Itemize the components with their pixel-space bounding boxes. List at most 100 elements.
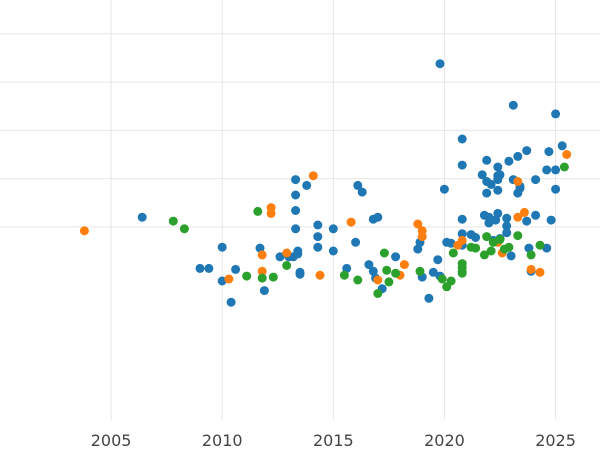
point-blue-44 <box>435 59 445 69</box>
point-orange-23 <box>526 264 536 274</box>
point-blue-84 <box>522 216 532 226</box>
point-blue-52 <box>457 134 467 144</box>
point-blue-88 <box>531 210 541 220</box>
grid-layer <box>0 0 600 420</box>
point-blue-22 <box>313 232 323 242</box>
point-blue-54 <box>471 233 481 242</box>
point-orange-9 <box>346 217 356 227</box>
point-blue-12 <box>291 224 301 234</box>
point-blue-29 <box>357 187 367 197</box>
point-orange-1 <box>224 274 234 284</box>
point-blue-25 <box>328 224 338 234</box>
point-blue-21 <box>313 242 323 252</box>
point-green-18 <box>448 248 458 258</box>
x-tick-label-4: 2025 <box>535 431 576 450</box>
point-orange-7 <box>308 171 318 181</box>
point-blue-79 <box>513 151 523 161</box>
point-blue-83 <box>522 146 532 156</box>
point-blue-65 <box>493 185 503 195</box>
points-layer <box>79 59 572 307</box>
x-tick-label-0: 2005 <box>91 431 132 450</box>
point-blue-57 <box>482 188 492 198</box>
point-blue-6 <box>231 264 241 274</box>
point-blue-41 <box>428 267 438 277</box>
point-green-12 <box>384 277 394 287</box>
point-blue-69 <box>493 208 503 218</box>
point-blue-51 <box>457 160 467 170</box>
point-blue-8 <box>259 286 269 296</box>
point-orange-24 <box>535 267 545 277</box>
point-blue-78 <box>508 100 518 110</box>
point-orange-22 <box>519 207 529 217</box>
point-blue-34 <box>373 212 383 222</box>
point-green-15 <box>437 274 447 284</box>
point-green-31 <box>504 242 514 252</box>
point-green-0 <box>168 216 178 226</box>
point-blue-49 <box>457 229 467 239</box>
point-green-22 <box>457 268 467 278</box>
point-blue-90 <box>542 165 552 175</box>
point-blue-26 <box>342 263 352 273</box>
point-green-7 <box>339 270 349 280</box>
point-green-8 <box>353 275 363 285</box>
point-blue-3 <box>217 242 227 252</box>
point-blue-76 <box>506 251 516 261</box>
point-blue-19 <box>295 269 305 279</box>
point-orange-15 <box>417 232 427 242</box>
point-blue-68 <box>493 162 503 172</box>
point-orange-17 <box>457 235 467 245</box>
series-green <box>168 162 569 298</box>
point-green-25 <box>479 250 489 260</box>
point-blue-27 <box>351 237 361 247</box>
point-blue-42 <box>433 255 443 265</box>
point-blue-55 <box>477 170 487 180</box>
x-tick-label-2: 2015 <box>313 431 354 450</box>
point-blue-95 <box>551 109 561 119</box>
point-blue-30 <box>364 260 374 270</box>
point-blue-14 <box>291 190 301 200</box>
point-orange-12 <box>399 260 409 270</box>
point-blue-92 <box>546 215 556 225</box>
point-blue-91 <box>544 147 554 157</box>
point-orange-2 <box>257 250 267 260</box>
point-blue-23 <box>313 220 323 230</box>
point-blue-7 <box>255 243 265 253</box>
point-green-33 <box>526 250 536 260</box>
x-axis-ticks: 2005 2010 2015 2020 2025 <box>91 431 576 450</box>
point-green-4 <box>257 273 267 283</box>
series-blue <box>137 59 567 307</box>
point-blue-36 <box>391 252 401 262</box>
point-blue-13 <box>291 206 301 215</box>
point-blue-72 <box>502 221 512 231</box>
point-green-11 <box>382 265 392 275</box>
point-orange-3 <box>257 266 267 276</box>
point-blue-96 <box>557 141 567 151</box>
point-blue-87 <box>531 175 541 185</box>
point-green-13 <box>391 268 401 278</box>
point-green-9 <box>373 289 383 298</box>
point-blue-17 <box>293 246 303 256</box>
x-tick-label-3: 2020 <box>424 431 465 450</box>
point-orange-6 <box>282 248 292 258</box>
point-orange-10 <box>373 275 383 285</box>
x-tick-label-1: 2010 <box>202 431 243 450</box>
point-blue-20 <box>302 180 312 190</box>
point-blue-1 <box>195 263 205 273</box>
point-green-27 <box>486 246 496 256</box>
point-blue-75 <box>504 156 514 166</box>
point-green-34 <box>535 240 545 250</box>
point-blue-31 <box>368 266 378 276</box>
point-blue-45 <box>439 184 449 194</box>
point-green-6 <box>282 261 292 270</box>
point-blue-0 <box>137 212 147 222</box>
point-blue-9 <box>275 252 285 262</box>
point-blue-70 <box>495 170 505 180</box>
point-green-1 <box>179 224 189 234</box>
point-green-32 <box>513 231 523 241</box>
point-green-24 <box>471 243 481 253</box>
point-blue-40 <box>424 293 434 303</box>
point-green-2 <box>242 271 252 281</box>
point-blue-15 <box>291 175 301 185</box>
point-blue-73 <box>502 228 512 238</box>
